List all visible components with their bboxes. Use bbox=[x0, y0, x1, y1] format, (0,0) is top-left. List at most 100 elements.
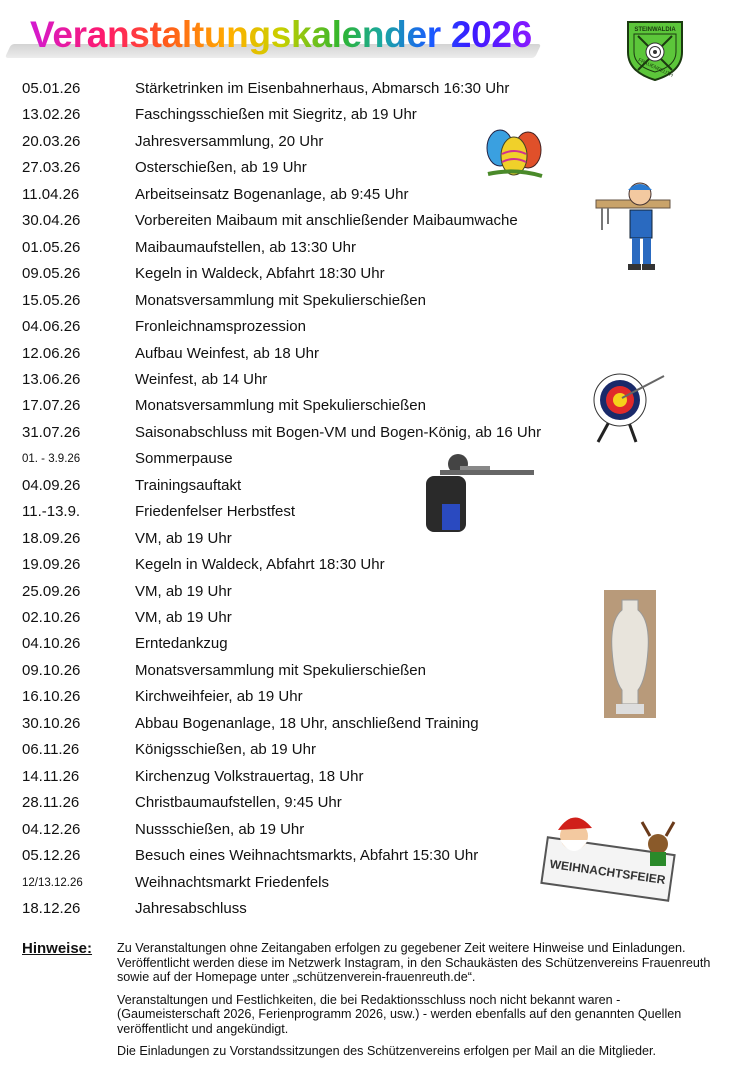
event-date: 31.07.26 bbox=[22, 423, 81, 441]
event-date: 04.12.26 bbox=[22, 820, 81, 838]
event-description: Jahresversammlung, 20 Uhr bbox=[135, 132, 324, 150]
archery-target-image bbox=[593, 373, 665, 443]
event-date: 28.11.26 bbox=[22, 794, 80, 812]
event-date: 19.09.26 bbox=[22, 556, 81, 574]
event-date: 12.06.26 bbox=[22, 344, 81, 362]
event-description: Monatsversammlung mit Spekulierschießen bbox=[135, 291, 426, 309]
event-row: 04.10.26 Erntedankzug bbox=[0, 633, 600, 655]
event-row: 25.09.26 VM, ab 19 Uhr bbox=[0, 581, 600, 603]
event-row: 18.12.26 Jahresabschluss bbox=[0, 898, 600, 920]
notes-label: Hinweise: bbox=[22, 940, 93, 957]
event-description: VM, ab 19 Uhr bbox=[135, 609, 232, 626]
event-date: 16.10.26 bbox=[22, 688, 81, 706]
trophy-image bbox=[604, 590, 656, 718]
event-description: Erntedankzug bbox=[135, 635, 228, 653]
event-description: Trainingsauftakt bbox=[135, 476, 242, 494]
event-description: Weinfest, ab 14 Uhr bbox=[135, 370, 268, 388]
event-date: 04.09.26 bbox=[22, 476, 81, 494]
event-row: 09.10.26 Monatsversammlung mit Spekuliers… bbox=[0, 660, 600, 682]
event-row: 30.04.26 Vorbereiten Maibaum mit anschlie… bbox=[0, 210, 600, 232]
event-date: 27.03.26 bbox=[22, 159, 81, 177]
event-date: 01. - 3.9.26 bbox=[22, 453, 81, 466]
event-row: 13.02.26 Faschingsschießen mit Siegritz, … bbox=[0, 104, 600, 126]
event-description: Friedenfelser Herbstfest bbox=[135, 503, 296, 521]
event-description: Vorbereiten Maibaum mit anschließender M… bbox=[135, 212, 518, 230]
event-description: Kirchenzug Volkstrauertag, 18 Uhr bbox=[135, 767, 364, 785]
event-row: 04.09.26 Trainingsauftakt bbox=[0, 475, 600, 497]
event-date: 13.02.26 bbox=[22, 106, 81, 124]
event-row: 05.01.26 Stärketrinken im Eisenbahnerhaus… bbox=[0, 78, 600, 100]
event-row: 20.03.26 Jahresversammlung, 20 Uhr bbox=[0, 131, 600, 153]
event-description: Königsschießen, ab 19 Uhr bbox=[135, 741, 316, 759]
notes-body: Zu Veranstaltungen ohne Zeitangaben erfo… bbox=[117, 941, 722, 1067]
event-row: 02.10.26 VM, ab 19 Uhr bbox=[0, 607, 600, 629]
event-row: 01. - 3.9.26 Sommerpause bbox=[0, 448, 600, 470]
event-date: 05.01.26 bbox=[22, 80, 81, 97]
event-row: 04.06.26 Fronleichnamsprozession bbox=[0, 316, 600, 338]
event-date: 09.10.26 bbox=[22, 661, 81, 679]
event-date: 04.10.26 bbox=[22, 635, 81, 653]
event-description: Nussschießen, ab 19 Uhr bbox=[135, 820, 305, 838]
event-description: Abbau Bogenanlage, 18 Uhr, anschließend … bbox=[135, 714, 479, 732]
event-row: 16.10.26 Kirchweihfeier, ab 19 Uhr bbox=[0, 686, 600, 708]
event-row: 31.07.26 Saisonabschluss mit Bogen-VM und… bbox=[0, 422, 600, 444]
event-row: 12.06.26 Aufbau Weinfest, ab 18 Uhr bbox=[0, 343, 600, 365]
event-description: Jahresabschluss bbox=[135, 899, 247, 917]
event-description: Weihnachtsmarkt Friedenfels bbox=[135, 873, 329, 891]
event-row: 27.03.26 Osterschießen, ab 19 Uhr bbox=[0, 157, 600, 179]
event-date: 11.-13.9. bbox=[22, 503, 81, 521]
event-date: 15.05.26 bbox=[22, 291, 81, 309]
event-description: Maibaumaufstellen, ab 13:30 Uhr bbox=[135, 238, 356, 256]
event-row: 17.07.26 Monatsversammlung mit Spekuliers… bbox=[0, 395, 600, 417]
christmas-party-image: WEIHNACHTSFEIER bbox=[540, 817, 676, 902]
event-date: 11.04.26 bbox=[22, 185, 80, 203]
event-description: Christbaumaufstellen, 9:45 Uhr bbox=[135, 794, 342, 812]
rifle-shooter-image bbox=[426, 454, 534, 532]
event-date: 20.03.26 bbox=[22, 132, 81, 150]
event-date: 17.07.26 bbox=[22, 397, 81, 415]
page-title-block: Veranstaltungskalender 2026 bbox=[4, 14, 542, 58]
event-row: 28.11.26 Christbaumaufstellen, 9:45 Uhr bbox=[0, 792, 600, 814]
event-date: 05.12.26 bbox=[22, 847, 81, 865]
event-description: Saisonabschluss mit Bogen-VM und Bogen-K… bbox=[135, 423, 542, 441]
event-date: 14.11.26 bbox=[22, 767, 80, 785]
event-date: 30.04.26 bbox=[22, 212, 81, 230]
event-row: 11.04.26 Arbeitseinsatz Bogenanlage, ab 9… bbox=[0, 184, 600, 206]
event-date: 18.09.26 bbox=[22, 529, 81, 547]
event-date: 25.09.26 bbox=[22, 582, 81, 600]
event-description: VM, ab 19 Uhr bbox=[135, 529, 232, 547]
event-row: 11.-13.9. Friedenfelser Herbstfest bbox=[0, 501, 600, 523]
club-logo: STEINWALDIA FRAUENREUTH bbox=[627, 21, 683, 82]
event-row: 06.11.26 Königsschießen, ab 19 Uhr bbox=[0, 739, 600, 761]
logo-top-text: STEINWALDIA bbox=[634, 27, 676, 33]
event-description: Kegeln in Waldeck, Abfahrt 18:30 Uhr bbox=[135, 556, 385, 574]
event-row: 09.05.26 Kegeln in Waldeck, Abfahrt 18:30… bbox=[0, 263, 600, 285]
event-row: 19.09.26 Kegeln in Waldeck, Abfahrt 18:30… bbox=[0, 554, 600, 576]
event-description: Fronleichnamsprozession bbox=[135, 318, 306, 336]
notes-paragraph: Veranstaltungen und Festlichkeiten, die … bbox=[117, 992, 682, 1036]
event-date: 01.05.26 bbox=[22, 238, 81, 256]
event-row: 01.05.26 Maibaumaufstellen, ab 13:30 Uhr bbox=[0, 237, 600, 259]
event-description: VM, ab 19 Uhr bbox=[135, 582, 232, 600]
event-row: 04.12.26 Nussschießen, ab 19 Uhr bbox=[0, 819, 600, 841]
event-description: Sommerpause bbox=[135, 450, 233, 468]
event-date: 09.05.26 bbox=[22, 265, 81, 283]
event-date: 04.06.26 bbox=[22, 318, 81, 336]
event-date: 12/13.12.26 bbox=[22, 876, 83, 889]
event-description: Kegeln in Waldeck, Abfahrt 18:30 Uhr bbox=[135, 265, 385, 283]
event-date: 06.11.26 bbox=[22, 741, 80, 759]
notes-paragraph: Zu Veranstaltungen ohne Zeitangaben erfo… bbox=[117, 941, 711, 984]
event-description: Monatsversammlung mit Spekulierschießen bbox=[135, 397, 426, 415]
event-description: Osterschießen, ab 19 Uhr bbox=[135, 159, 307, 177]
event-row: 18.09.26 VM, ab 19 Uhr bbox=[0, 528, 600, 550]
easter-eggs-image bbox=[486, 129, 543, 178]
event-description: Besuch eines Weihnachtsmarkts, Abfahrt 1… bbox=[135, 847, 479, 865]
worker-cartoon-image bbox=[595, 182, 671, 270]
event-row: 12/13.12.26 Weihnachtsmarkt Friedenfels bbox=[0, 872, 600, 894]
event-description: Kirchweihfeier, ab 19 Uhr bbox=[135, 688, 303, 706]
event-row: 13.06.26 Weinfest, ab 14 Uhr bbox=[0, 369, 600, 391]
event-date: 18.12.26 bbox=[22, 899, 81, 917]
event-row: 15.05.26 Monatsversammlung mit Spekuliers… bbox=[0, 290, 600, 312]
event-date: 13.06.26 bbox=[22, 370, 81, 388]
event-row: 05.12.26 Besuch eines Weihnachtsmarkts, A… bbox=[0, 845, 600, 867]
